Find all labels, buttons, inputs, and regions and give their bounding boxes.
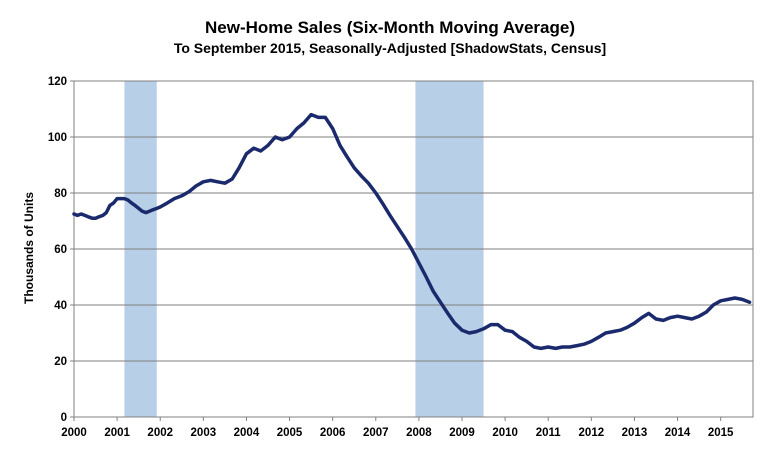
x-tick-label: 2000: [61, 427, 87, 439]
x-tick-label: 2011: [536, 427, 562, 439]
x-tick-label: 2004: [234, 427, 260, 439]
x-tick-label: 2009: [449, 427, 475, 439]
x-tick-label: 2002: [147, 427, 173, 439]
series-line: [72, 112, 752, 351]
x-tick-label: 2003: [191, 427, 217, 439]
chart-subtitle: To September 2015, Seasonally-Adjusted […: [174, 40, 606, 56]
x-tick-label: 2001: [104, 427, 130, 439]
x-tick-label: 2013: [622, 427, 648, 439]
x-tick-label: 2006: [320, 427, 346, 439]
y-tick-label: 60: [54, 244, 67, 256]
x-tick-label: 2007: [363, 427, 389, 439]
y-tick-label: 80: [54, 188, 67, 200]
x-tick-label: 2015: [708, 427, 734, 439]
y-tick-label: 20: [54, 356, 67, 368]
x-tick-label: 2005: [277, 427, 303, 439]
y-ticks: 0 20 40 60 80 100 120: [48, 76, 74, 424]
x-ticks: 2000 2001 2002 2003 2004 2005 2006 2007 2008 2009…: [61, 417, 734, 439]
chart-title: New-Home Sales (Six-Month Moving Average…: [205, 18, 575, 37]
x-tick-label: 2010: [492, 427, 518, 439]
series-group: [72, 112, 752, 351]
y-tick-label: 120: [48, 76, 67, 88]
x-tick-label: 2012: [579, 427, 605, 439]
x-tick-label: 2008: [406, 427, 432, 439]
y-axis-label: Thousands of Units: [22, 192, 36, 304]
y-tick-label: 0: [61, 412, 67, 424]
y-tick-label: 100: [48, 132, 67, 144]
x-tick-label: 2014: [665, 427, 691, 439]
y-tick-label: 40: [54, 300, 67, 312]
